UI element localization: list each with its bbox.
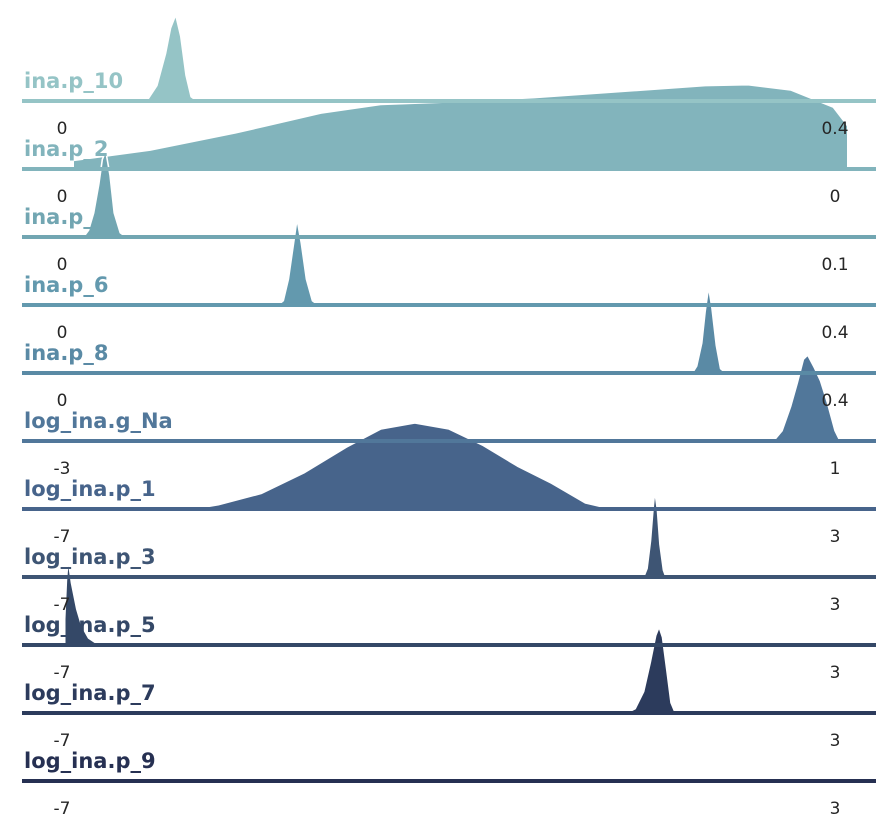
ridge-log-ina-p-3 [642,490,667,578]
ridge-ina-p-10 [137,14,198,102]
ridge-log-ina-p-1 [192,422,613,510]
row-label: ina.p_4 [24,205,108,229]
ridge-log-ina-p-5 [63,558,100,646]
row-label: log_ina.p_5 [24,613,156,637]
tick-label-min: 0 [57,119,68,139]
tick-label-min: -7 [54,663,71,683]
tick-label-max: 0 [830,187,841,207]
row-label: ina.p_6 [24,273,108,297]
ridge-ina-p-8 [691,286,727,374]
ridge-ina-p-6 [277,218,320,306]
row-label: log_ina.p_7 [24,681,156,705]
row-label: ina.p_10 [24,69,123,93]
ridge-log-ina-p-7 [625,626,677,714]
tick-label-min: -7 [54,527,71,547]
tick-label-min: 0 [57,255,68,275]
tick-label-max: 0.1 [821,255,848,275]
tick-label-max: 0.4 [821,119,848,139]
tick-label-max: 3 [830,799,841,819]
row-label: log_ina.g_Na [24,409,173,433]
baselines [22,99,876,783]
tick-label-min: -3 [54,459,71,479]
ridge-log-ina-g-na [772,354,841,442]
row-label: log_ina.p_9 [24,749,156,773]
row-label: ina.p_8 [24,341,108,365]
tick-label-max: 0.4 [821,323,848,343]
tick-label-max: 1 [830,459,841,479]
ridges [63,14,849,714]
tick-label-min: 0 [57,187,68,207]
tick-label-max: 3 [830,731,841,751]
tick-label-max: 3 [830,527,841,547]
tick-label-max: 0.4 [821,391,848,411]
row-label: log_ina.p_3 [24,545,156,569]
tick-label-min: 0 [57,391,68,411]
ridge-ina-p-4 [82,150,127,238]
row-label: ina.p_2 [24,137,108,161]
tick-label-max: 3 [830,663,841,683]
tick-label-min: -7 [54,731,71,751]
tick-label-max: 3 [830,595,841,615]
tick-label-min: -7 [54,595,71,615]
tick-label-min: -7 [54,799,71,819]
tick-label-min: 0 [57,323,68,343]
row-label: log_ina.p_1 [24,477,156,501]
ridge-ina-p-2 [72,83,849,170]
